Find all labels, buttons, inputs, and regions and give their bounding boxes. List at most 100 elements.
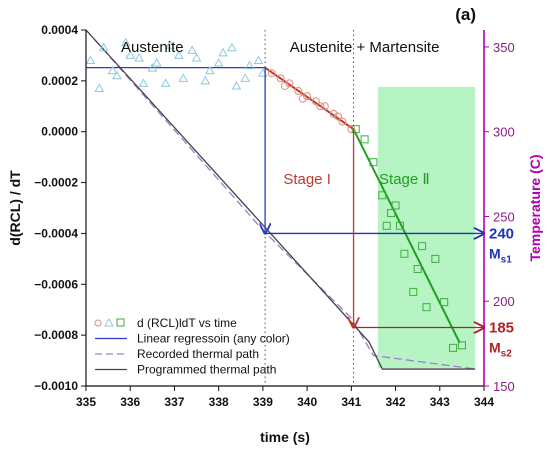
y2-tick-label: 350: [493, 40, 515, 55]
data-point-stage2: [351, 125, 360, 134]
data-point-stage1: [334, 112, 343, 121]
data-point-stage2: [382, 221, 391, 230]
data-point-austenite: [94, 83, 105, 92]
data-point-austenite: [244, 60, 255, 70]
legend-marker-triangle: [104, 317, 114, 327]
data-point-austenite: [204, 65, 215, 75]
data-point-austenite: [227, 42, 237, 52]
data-point-stage2: [413, 265, 422, 274]
y-tick-label: −0.0010: [34, 379, 78, 393]
data-point-stage2: [449, 343, 458, 352]
data-point-austenite: [147, 63, 158, 72]
data-point-stage1: [281, 81, 289, 90]
programmed-thermal-path: [85, 29, 476, 370]
data-point-stage2: [360, 135, 369, 144]
data-point-austenite: [160, 78, 171, 87]
x-tick-label: 344: [474, 395, 494, 409]
data-point-austenite: [178, 73, 189, 82]
y2-tick-label: 150: [493, 379, 515, 394]
data-point-stage2: [400, 249, 409, 258]
data-point-stage1: [316, 102, 325, 111]
data-point-austenite: [85, 55, 96, 65]
ms-label-main: M: [489, 340, 501, 356]
data-point-stage1: [276, 74, 285, 83]
data-point-austenite: [98, 42, 109, 52]
data-point-stage1: [329, 109, 338, 118]
data-point-austenite: [191, 52, 202, 62]
data-point-stage2: [409, 287, 418, 296]
y2-axis-label: Temperature (C): [527, 154, 543, 261]
x-axis-label: time (s): [260, 429, 310, 445]
data-point-stage2: [440, 298, 449, 307]
data-point-austenite: [120, 37, 131, 47]
y-tick-label: −0.0002: [34, 176, 78, 190]
x-tick-label: 335: [76, 395, 96, 409]
x-tick-label: 342: [386, 395, 406, 409]
y-tick-label: −0.0006: [34, 277, 78, 291]
data-point-austenite: [165, 40, 175, 49]
y2-tick-label: 300: [493, 125, 515, 140]
data-point-austenite: [218, 47, 228, 57]
y-tick-label: 0.0002: [41, 74, 78, 88]
ms-label-subscript: s2: [501, 349, 513, 360]
data-point-austenite: [231, 80, 242, 90]
data-point-austenite: [125, 50, 136, 59]
data-point-stage1: [320, 102, 329, 111]
stage1-label: Stage I: [283, 171, 331, 188]
data-point-stage1: [311, 97, 320, 106]
data-point-stage2: [369, 158, 378, 167]
region-label-1: Austenite + Martensite: [290, 39, 440, 56]
x-tick-label: 337: [164, 395, 184, 409]
stage2-region-box: [377, 86, 476, 369]
data-point-stage1: [267, 69, 276, 78]
data-point-stage2: [378, 191, 387, 200]
data-point-stage1: [294, 87, 303, 96]
data-point-austenite: [107, 65, 118, 75]
data-point-stage1: [285, 79, 294, 88]
data-point-stage2: [431, 254, 440, 263]
x-tick-label: 338: [209, 395, 229, 409]
y-axis-label: d(RCL) / dT: [7, 170, 23, 246]
data-point-austenite: [253, 55, 264, 65]
data-point-stage2: [395, 221, 404, 230]
y-tick-label: 0.0004: [41, 23, 78, 37]
data-point-stage1: [338, 117, 347, 126]
x-tick-label: 336: [120, 395, 140, 409]
y-tick-label: 0.0000: [41, 125, 78, 139]
regression-line-2: [352, 128, 461, 344]
data-point-stage2: [422, 303, 431, 312]
data-point-stage1: [303, 92, 312, 101]
y2-tick-label: 250: [493, 209, 515, 224]
legend-marker-square: [116, 318, 125, 327]
legend-marker-circle: [94, 319, 102, 327]
x-tick-label: 339: [253, 395, 273, 409]
data-point-austenite: [200, 75, 211, 85]
data-point-austenite: [240, 73, 251, 82]
ms1-label: Ms1: [489, 245, 512, 265]
y-tick-label: −0.0008: [34, 328, 78, 342]
data-point-stage2: [387, 209, 396, 218]
data-point-austenite: [151, 58, 162, 67]
data-point-stage2: [418, 242, 427, 251]
data-point-austenite: [134, 52, 144, 62]
ms2-value: 185: [489, 320, 514, 337]
data-point-austenite: [174, 50, 184, 59]
data-point-stage2: [457, 341, 466, 350]
ms-label-main: M: [489, 245, 501, 261]
ms2-label: Ms2: [489, 340, 512, 360]
data-point-austenite: [213, 58, 224, 67]
legend-label-3: Programmed thermal path: [137, 363, 276, 377]
ms1-value: 240: [489, 225, 514, 242]
data-point-austenite: [138, 78, 149, 87]
data-point-stage1: [347, 125, 356, 134]
x-tick-label: 343: [430, 395, 450, 409]
y-tick-label: −0.0004: [34, 226, 78, 240]
legend-label-2: Recorded thermal path: [137, 347, 259, 361]
y2-tick-label: 200: [493, 294, 515, 309]
data-point-austenite: [187, 45, 197, 54]
x-tick-label: 341: [341, 395, 361, 409]
stage2-label: Stage Ⅱ: [379, 171, 430, 188]
legend-label-0: d (RCL)ldT vs time: [137, 316, 237, 330]
x-tick-label: 340: [297, 395, 317, 409]
